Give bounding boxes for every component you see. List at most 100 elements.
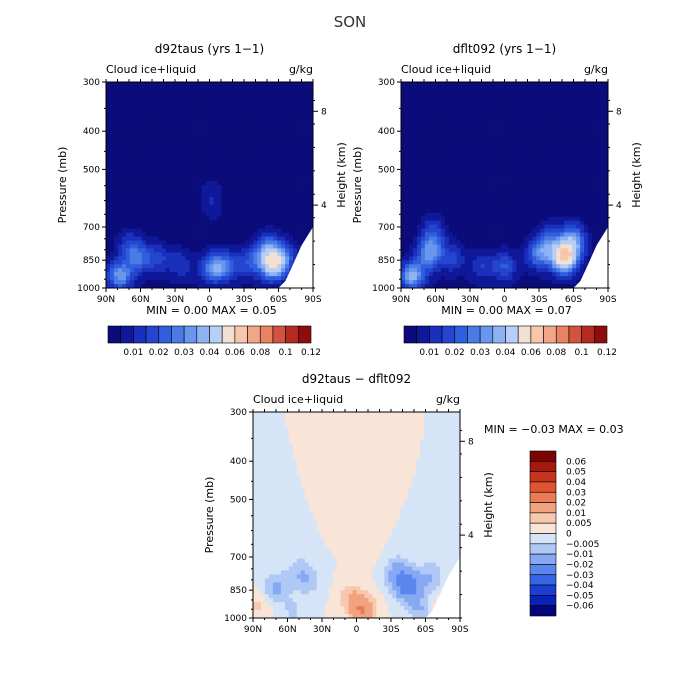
- heatmap-cell: [496, 97, 501, 103]
- heatmap-cell: [281, 165, 286, 170]
- heatmap-cell: [548, 280, 553, 285]
- heatmap-cell: [560, 97, 565, 103]
- heatmap-cell: [249, 161, 254, 166]
- heatmap-cell: [464, 192, 470, 198]
- heatmap-cell: [125, 141, 131, 146]
- heatmap-cell: [404, 228, 410, 233]
- heatmap-cell: [401, 208, 406, 214]
- heatmap-cell: [520, 236, 525, 241]
- heatmap-cell: [133, 121, 139, 126]
- heatmap-cell: [460, 145, 466, 150]
- heatmap-cell: [440, 232, 446, 237]
- heatmap-cell: [181, 188, 187, 194]
- heatmap-cell: [412, 192, 418, 198]
- heatmap-cell: [488, 248, 493, 253]
- heatmap-cell: [129, 157, 135, 162]
- heatmap-cell: [157, 165, 163, 170]
- heatmap-cell: [492, 133, 497, 138]
- heatmap-cell: [432, 280, 438, 285]
- heatmap-cell: [500, 125, 505, 130]
- heatmap-cell: [201, 208, 206, 214]
- heatmap-cell: [169, 224, 175, 229]
- heatmap-cell: [106, 153, 111, 158]
- heatmap-cell: [249, 85, 254, 91]
- heatmap-cell: [552, 276, 557, 281]
- heatmap-cell: [285, 173, 290, 178]
- heatmap-cell: [265, 105, 270, 111]
- heatmap-cell: [285, 149, 290, 154]
- heatmap-cell: [293, 149, 298, 154]
- heatmap-cell: [209, 188, 214, 194]
- heatmap-cell: [305, 137, 310, 142]
- heatmap-cell: [277, 228, 282, 233]
- heatmap-cell: [121, 173, 127, 178]
- heatmap-cell: [133, 212, 139, 218]
- heatmap-cell: [516, 220, 521, 226]
- heatmap-cell: [548, 256, 553, 261]
- heatmap-cell: [173, 248, 179, 253]
- heatmap-cell: [161, 93, 167, 99]
- heatmap-cell: [157, 157, 163, 162]
- heatmap-cell: [217, 129, 222, 134]
- heatmap-cell: [209, 248, 214, 253]
- heatmap-cell: [309, 109, 314, 115]
- heatmap-cell: [412, 240, 418, 245]
- heatmap-cell: [213, 208, 218, 214]
- heatmap-cell: [424, 185, 430, 190]
- heatmap-cell: [512, 85, 517, 91]
- heatmap-cell: [464, 240, 470, 245]
- heatmap-cell: [512, 109, 517, 115]
- heatmap-cell: [141, 93, 147, 99]
- heatmap-cell: [309, 117, 314, 123]
- heatmap-cell: [261, 161, 266, 166]
- heatmap-cell: [233, 133, 238, 138]
- heatmap-cell: [106, 125, 111, 130]
- heatmap-cell: [249, 252, 254, 257]
- heatmap-cell: [209, 121, 214, 126]
- heatmap-cell: [181, 256, 187, 261]
- heatmap-cell: [177, 89, 183, 95]
- heatmap-cell: [293, 177, 298, 182]
- heatmap-cell: [237, 145, 242, 150]
- heatmap-cell: [472, 109, 478, 115]
- heatmap-cell: [249, 256, 254, 261]
- heatmap-cell: [245, 161, 250, 166]
- heatmap-cell: [285, 133, 290, 138]
- heatmap-cell: [201, 161, 206, 166]
- heatmap-cell: [544, 85, 549, 91]
- heatmap-cell: [189, 196, 194, 202]
- heatmap-cell: [209, 161, 214, 166]
- heatmap-cell: [540, 248, 545, 253]
- heatmap-cell: [233, 113, 238, 119]
- heatmap-cell: [249, 145, 254, 150]
- heatmap-cell: [265, 137, 270, 142]
- heatmap-cell: [253, 220, 258, 226]
- heatmap-cell: [197, 141, 202, 146]
- heatmap-cell: [225, 212, 230, 218]
- heatmap-cell: [293, 125, 298, 130]
- heatmap-cell: [476, 141, 482, 146]
- heatmap-cell: [448, 256, 454, 261]
- heatmap-cell: [528, 236, 533, 241]
- heatmap-cell: [504, 220, 509, 226]
- heatmap-cell: [508, 149, 513, 154]
- heatmap-cell: [233, 157, 238, 162]
- heatmap-cell: [157, 272, 163, 277]
- heatmap-cell: [456, 121, 462, 126]
- heatmap-cell: [544, 165, 549, 170]
- heatmap-cell: [524, 272, 529, 277]
- heatmap-cell: [512, 121, 517, 126]
- heatmap-cell: [261, 181, 266, 186]
- heatmap-cell: [217, 280, 222, 285]
- heatmap-cell: [424, 117, 430, 123]
- heatmap-cell: [436, 228, 442, 233]
- heatmap-cell: [480, 276, 485, 281]
- heatmap-cell: [476, 169, 482, 174]
- heatmap-cell: [508, 192, 513, 198]
- heatmap-cell: [520, 85, 525, 91]
- heatmap-cell: [401, 204, 406, 210]
- heatmap-cell: [201, 240, 206, 245]
- heatmap-cell: [193, 272, 198, 277]
- heatmap-cell: [404, 256, 410, 261]
- heatmap-cell: [424, 173, 430, 178]
